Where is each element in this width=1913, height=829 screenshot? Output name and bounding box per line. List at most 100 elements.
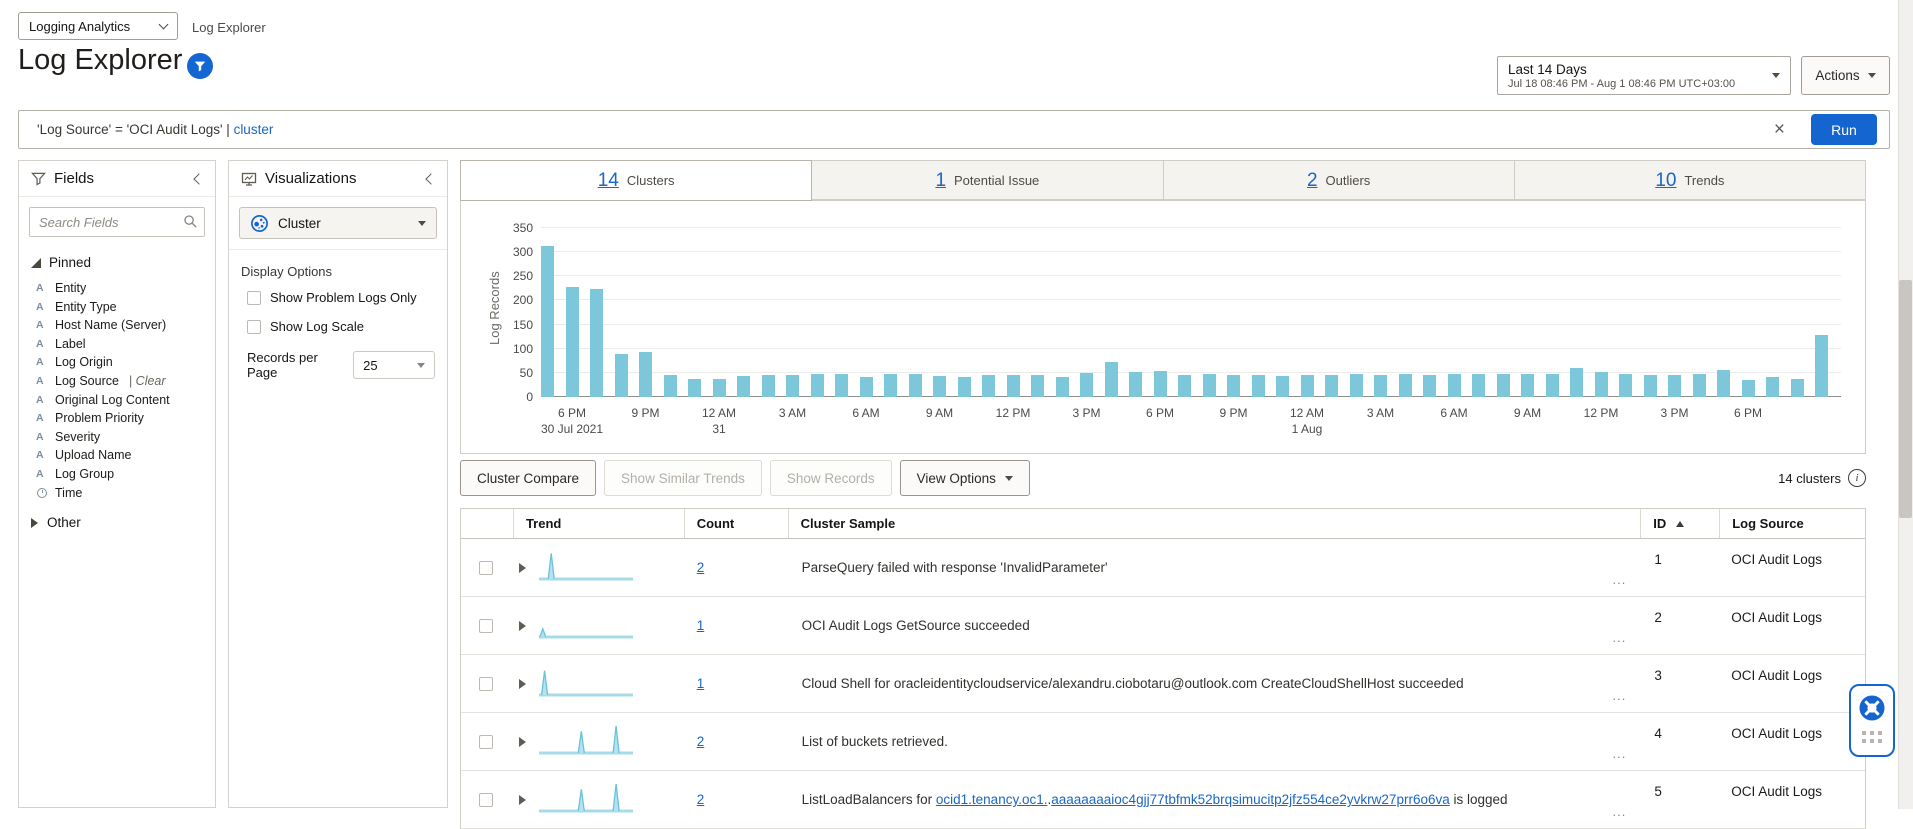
cluster-compare-button[interactable]: Cluster Compare [460,460,597,496]
field-label: Label [55,336,86,351]
x-axis-tick: 3 PM [1660,406,1689,420]
main-content: 14 Clusters 1 Potential Issue 2 Outliers 10 Tre… [460,160,1866,829]
x-axis-tick: 6 PM [1145,406,1175,420]
info-icon[interactable]: i [1848,469,1866,487]
row-checkbox[interactable] [479,676,493,691]
chart-bar [957,376,971,397]
count-link[interactable]: 1 [696,618,705,633]
collapse-panel-icon[interactable] [193,172,205,185]
view-options-button[interactable]: View Options [899,460,1030,496]
field-item-upload-name[interactable]: A Upload Name [19,446,215,465]
count-cell: 1 [684,655,788,712]
search-fields-input[interactable] [29,207,205,237]
records-per-page-select[interactable]: 25 [353,351,435,379]
field-item-log-origin[interactable]: A Log Origin [19,353,215,372]
actions-button[interactable]: Actions [1801,56,1890,95]
expand-row-icon[interactable] [518,678,526,689]
chart-bar [590,289,603,397]
page-scrollbar[interactable] [1898,0,1913,809]
expand-row-icon[interactable] [518,620,526,631]
field-item-label[interactable]: A Label [19,335,215,354]
query-bar[interactable]: 'Log Source' = 'OCI Audit Logs' | cluste… [18,110,1890,149]
sample-ocid-link[interactable]: ocid1.tenancy.oc1. [935,792,1048,807]
filter-icon[interactable] [187,53,213,79]
row-checkbox[interactable] [479,560,493,575]
chart-bar [859,376,873,397]
collapse-panel-icon[interactable] [425,172,437,185]
field-item-severity[interactable]: A Severity [19,428,215,447]
checkbox-box[interactable] [247,290,261,305]
tab-outliers[interactable]: 2 Outliers [1163,160,1515,201]
scrollbar-thumb[interactable] [1899,280,1912,518]
field-item-time[interactable]: Time [19,484,215,503]
tab-count-link[interactable]: 14 [597,169,619,191]
fields-panel: Fields Pinned A Entity A Entity Type A Host N… [18,160,216,808]
column-header-cluster-sample[interactable]: Cluster Sample [787,509,1641,538]
query-text[interactable]: 'Log Source' = 'OCI Audit Logs' | cluste… [37,122,274,137]
checkbox-show-log-scale[interactable]: Show Log Scale [229,312,447,341]
chart-bar [1545,373,1559,397]
toolbar-button-label: Show Records [786,470,875,486]
text-field-icon: A [36,412,44,425]
run-button[interactable]: Run [1811,114,1877,145]
field-item-problem-priority[interactable]: A Problem Priority [19,409,215,428]
row-checkbox[interactable] [479,734,493,749]
trend-cell [513,539,684,596]
lifebuoy-icon [1859,695,1885,721]
tab-clusters[interactable]: 14 Clusters [460,160,813,201]
sort-ascending-icon[interactable] [1676,520,1685,527]
gridline [541,227,1841,228]
count-link[interactable]: 1 [696,676,705,691]
field-item-host-name-server[interactable]: A Host Name (Server) [19,316,215,335]
tab-count-link[interactable]: 2 [1306,169,1318,191]
column-header-trend[interactable]: Trend [512,509,684,538]
checkbox-box[interactable] [247,319,261,334]
count-link[interactable]: 2 [696,560,705,575]
other-section-toggle[interactable]: Other [19,502,215,543]
field-item-original-log-content[interactable]: A Original Log Content [19,391,215,410]
column-header-log-source[interactable]: Log Source [1719,509,1865,538]
column-header-id[interactable]: ID [1640,509,1719,538]
pinned-section-toggle[interactable]: Pinned [19,243,215,279]
column-header-count[interactable]: Count [683,509,788,538]
expand-row-icon[interactable] [518,736,526,747]
expand-row-icon[interactable] [518,562,526,573]
help-widget-button[interactable] [1849,684,1895,757]
text-field-icon: A [36,374,44,387]
field-item-entity[interactable]: A Entity [19,279,215,298]
clusters-summary: 14 clusters i [1778,469,1866,487]
chart-bar [1325,375,1338,397]
cluster-sample-text: ParseQuery failed with response 'Invalid… [801,560,1108,575]
tab-label: Clusters [626,173,675,188]
tab-label: Potential Issue [954,173,1040,188]
field-item-log-group[interactable]: A Log Group [19,465,215,484]
tab-potential-issue[interactable]: 1 Potential Issue [812,160,1164,201]
x-axis-tick: 12 AM [701,406,737,420]
tab-count-link[interactable]: 10 [1655,169,1677,191]
clusters-table: Trend Count Cluster Sample ID Log Source 2 Pa… [460,508,1866,829]
sparkline-wrap [536,663,636,704]
count-link[interactable]: 2 [696,792,705,807]
visualization-type-select[interactable]: Cluster [239,207,437,239]
caret-down-icon [418,220,426,226]
clear-field-link[interactable]: | Clear [128,373,166,388]
clear-query-icon[interactable]: × [1773,119,1785,140]
query-cluster-link[interactable]: cluster [233,122,274,137]
count-link[interactable]: 2 [696,734,705,749]
app-switcher-select[interactable]: Logging Analytics [18,12,178,40]
checkbox-show-problem-logs-only[interactable]: Show Problem Logs Only [229,283,447,312]
expand-row-icon[interactable] [518,794,526,805]
sample-ocid-link[interactable]: aaaaaaaaioc4gjj77tbfmk52brqsimucitp2jfz5… [1051,792,1450,807]
tab-count-link[interactable]: 1 [935,169,947,191]
field-item-entity-type[interactable]: A Entity Type [19,298,215,317]
chart-bar [1300,375,1314,397]
sparkline-wrap [536,779,636,820]
chart-bar [1790,378,1804,397]
row-checkbox[interactable] [479,792,493,807]
tab-trends[interactable]: 10 Trends [1514,160,1866,201]
row-checkbox[interactable] [479,618,493,633]
y-axis-tick: 100 [512,341,533,356]
time-range-selector[interactable]: Last 14 Days Jul 18 08:46 PM - Aug 1 08:… [1497,56,1791,95]
id-cell: 4 [1654,726,1662,741]
field-item-log-source[interactable]: A Log Source | Clear [19,372,215,391]
